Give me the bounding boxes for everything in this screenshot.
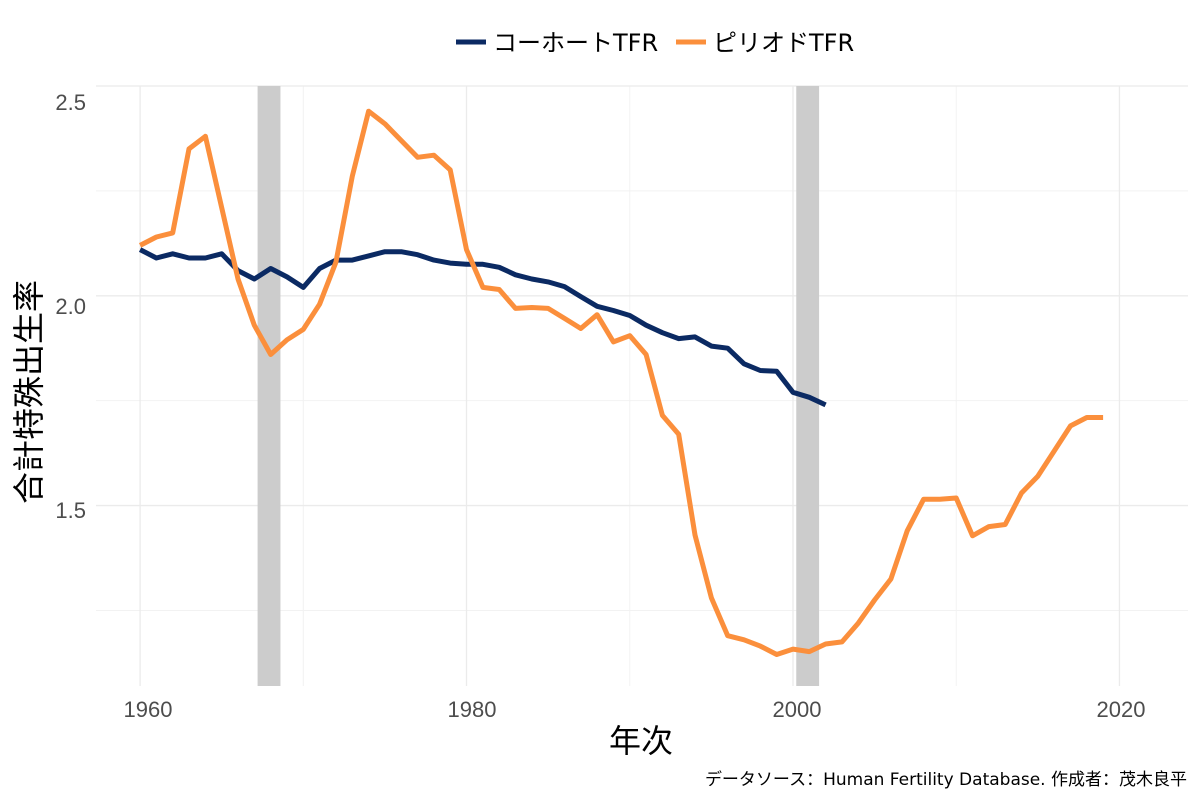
x-tick-label: 1960: [124, 697, 173, 722]
shaded-periods: [257, 86, 820, 686]
legend-label-period: ピリオドTFR: [713, 29, 854, 57]
x-tick-label: 2020: [1097, 697, 1146, 722]
x-tick-label: 2000: [773, 697, 822, 722]
cohort-tfr-line: [138, 247, 827, 408]
shaded-period: [796, 86, 820, 686]
series-lines: [138, 108, 1104, 657]
x-axis-title: 年次: [609, 722, 673, 760]
y-tick-label: 2.0: [55, 294, 86, 319]
period-tfr-line: [138, 108, 1104, 657]
y-axis-tick-labels: 1.5 2.0 2.5: [55, 90, 86, 523]
y-tick-label: 2.5: [55, 90, 86, 115]
y-tick-label: 1.5: [55, 498, 86, 523]
caption: データソース：Human Fertility Database. 作成者：茂木良…: [705, 769, 1187, 790]
x-axis-tick-labels: 1960 1980 2000 2020: [124, 697, 1146, 722]
legend: コーホートTFR ピリオドTFR: [456, 29, 854, 57]
x-tick-label: 1980: [448, 697, 497, 722]
legend-label-cohort: コーホートTFR: [493, 29, 658, 57]
y-axis-title: 合計特殊出生率: [10, 280, 48, 504]
shaded-period: [257, 86, 281, 686]
